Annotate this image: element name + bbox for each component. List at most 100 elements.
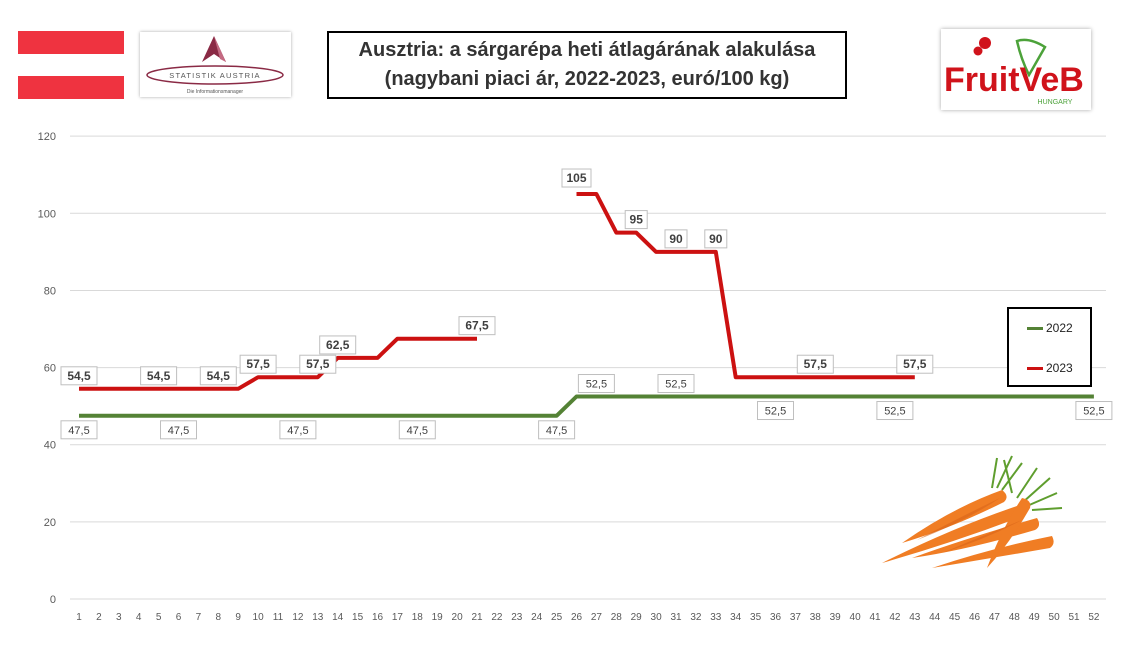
x-tick-label: 34 <box>730 612 742 623</box>
title-line-1: Ausztria: a sárgarépa heti átlagárának a… <box>358 39 816 61</box>
data-label-box <box>577 374 615 394</box>
fruitveb-text: FruitVeB <box>944 61 1084 99</box>
x-tick-label: 1 <box>76 612 82 623</box>
data-label-text: 47,5 <box>68 425 89 437</box>
x-tick-label: 13 <box>312 612 324 623</box>
data-label-box <box>458 316 496 336</box>
y-axis: 0 20 40 60 80 100 120 <box>38 131 56 606</box>
x-tick-label: 28 <box>611 612 623 623</box>
x-tick-label: 37 <box>790 612 802 623</box>
series-line-2023 <box>576 192 915 380</box>
data-label-text: 57,5 <box>903 357 927 371</box>
data-label-2022: 47,5 <box>160 420 197 440</box>
x-tick-label: 24 <box>531 612 543 623</box>
x-tick-label: 23 <box>511 612 523 623</box>
x-tick-label: 5 <box>156 612 162 623</box>
y-tick-label: 0 <box>50 594 56 606</box>
x-tick-label: 32 <box>690 612 702 623</box>
x-tick-label: 45 <box>949 612 961 623</box>
data-label-box <box>664 229 688 249</box>
x-tick-label: 33 <box>710 612 722 623</box>
x-tick-label: 39 <box>830 612 842 623</box>
x-tick-label: 50 <box>1049 612 1061 623</box>
y-tick-label: 120 <box>38 131 56 143</box>
statistik-austria-text: STATISTIK AUSTRIA <box>169 71 260 80</box>
data-label-text: 67,5 <box>465 319 489 333</box>
x-tick-label: 22 <box>491 612 503 623</box>
data-label-2022: 52,5 <box>657 374 695 394</box>
statistik-tagline: Die Informationsmanager <box>187 89 243 95</box>
x-tick-label: 18 <box>412 612 424 623</box>
legend-item-2022: 2022 <box>1027 321 1073 335</box>
x-tick-label: 16 <box>372 612 384 623</box>
data-labels: 47,5 47,5 47,5 47,5 47,5 52,5 52,5 52,5 52,5 52,5… <box>60 168 1113 440</box>
data-label-box <box>60 420 98 440</box>
x-tick-label: 52 <box>1088 612 1100 623</box>
series-line-2023 <box>79 336 477 391</box>
data-label-text: 95 <box>630 213 644 227</box>
x-tick-label: 15 <box>352 612 364 623</box>
y-tick-label: 40 <box>44 440 56 452</box>
data-label-text: 57,5 <box>246 357 270 371</box>
data-label-box <box>704 229 728 249</box>
data-label-box <box>398 420 436 440</box>
legend-label-2022: 2022 <box>1046 321 1073 335</box>
data-label-box <box>299 354 337 374</box>
data-label-text: 52,5 <box>1083 406 1104 418</box>
data-label-2023: 54,5 <box>199 366 237 386</box>
x-tick-label: 26 <box>571 612 583 623</box>
data-label-2023: 105 <box>561 168 592 188</box>
x-tick-label: 31 <box>670 612 682 623</box>
data-label-box <box>199 366 237 386</box>
data-label-text: 52,5 <box>765 406 786 418</box>
legend-label-2023: 2023 <box>1046 361 1073 375</box>
data-label-2023: 57,5 <box>299 354 337 374</box>
data-label-2022: 47,5 <box>538 420 576 440</box>
data-label-text: 105 <box>566 171 586 185</box>
fruitveb-sub: HUNGARY <box>1038 99 1073 106</box>
x-tick-label: 48 <box>1009 612 1021 623</box>
chart-title: Ausztria: a sárgarépa heti átlagárának a… <box>327 31 847 99</box>
leaf-icon <box>1015 38 1047 78</box>
data-label-2023: 54,5 <box>140 366 178 386</box>
y-tick-label: 60 <box>44 363 56 375</box>
legend: 2022 2023 <box>1007 307 1092 387</box>
data-label-box <box>279 420 317 440</box>
x-tick-label: 30 <box>651 612 663 623</box>
data-label-2023: 67,5 <box>458 316 496 336</box>
x-tick-label: 38 <box>810 612 822 623</box>
data-label-box <box>896 354 934 374</box>
legend-item-2023: 2023 <box>1027 361 1073 375</box>
data-label-box <box>561 168 592 188</box>
data-label-text: 54,5 <box>147 369 171 383</box>
data-label-box <box>757 401 794 421</box>
data-label-text: 90 <box>709 232 723 246</box>
data-label-text: 54,5 <box>207 369 231 383</box>
x-tick-label: 12 <box>292 612 304 623</box>
x-tick-label: 29 <box>631 612 643 623</box>
x-tick-label: 2 <box>96 612 102 623</box>
data-label-2023: 54,5 <box>60 366 98 386</box>
carrots-image <box>882 455 1063 568</box>
data-label-box <box>1075 401 1113 421</box>
data-label-2023: 57,5 <box>239 354 277 374</box>
data-label-text: 57,5 <box>804 357 828 371</box>
data-label-box <box>876 401 914 421</box>
x-tick-label: 21 <box>471 612 483 623</box>
title-line-2: (nagybani piaci ár, 2022-2023, euró/100 … <box>384 68 790 90</box>
x-tick-label: 43 <box>909 612 921 623</box>
data-label-text: 52,5 <box>884 406 905 418</box>
data-label-text: 62,5 <box>326 338 350 352</box>
data-label-2023: 57,5 <box>796 354 834 374</box>
x-tick-label: 25 <box>551 612 563 623</box>
fruitveb-logo: FruitVeB HUNGARY <box>941 29 1091 110</box>
x-tick-label: 9 <box>235 612 241 623</box>
data-label-2023: 62,5 <box>319 335 357 355</box>
x-tick-label: 17 <box>392 612 404 623</box>
data-label-2022: 47,5 <box>60 420 98 440</box>
x-tick-label: 35 <box>750 612 762 623</box>
data-label-text: 90 <box>669 232 683 246</box>
x-tick-label: 4 <box>136 612 142 623</box>
x-tick-label: 42 <box>889 612 901 623</box>
x-axis: 1 2 3 4 5 6 7 8 9 10 11 12 13 14 15 16 17 18 19 20 21 22 23 24 2… <box>76 612 1100 623</box>
